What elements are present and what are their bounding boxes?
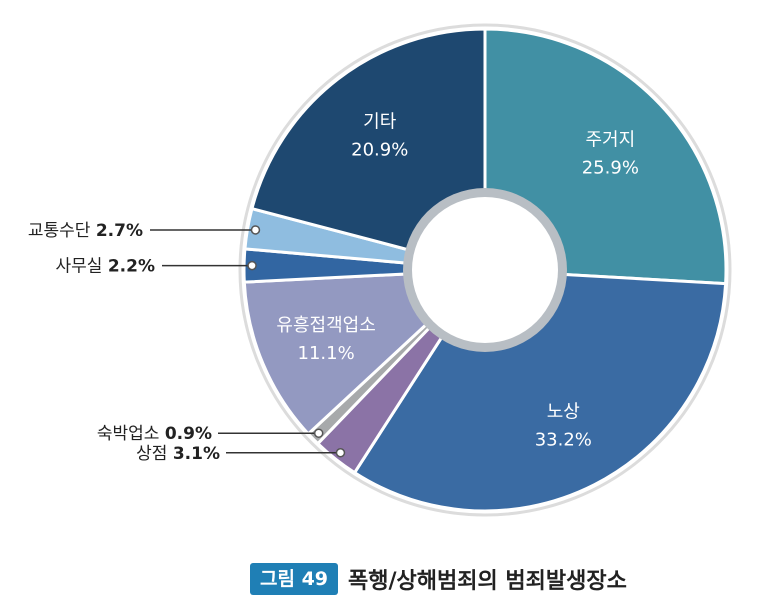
slice-category-1: 노상 (547, 402, 580, 423)
slice-category-5: 사무실 (56, 257, 108, 277)
leader-dot-6 (250, 225, 261, 235)
leader-dot-3 (313, 428, 324, 438)
figure-title: 폭행/상해범죄의 범죄발생장소 (348, 569, 627, 594)
slice-category-6: 교통수단 (28, 221, 96, 241)
leader-dot-5 (247, 260, 257, 271)
slice-category-0: 주거지 (585, 130, 635, 151)
slice-label-2: 상점 3.1% (136, 444, 220, 464)
slice-label-6: 교통수단 2.7% (28, 221, 143, 241)
slice-value-0: 25.9% (582, 158, 639, 179)
slice-label-3: 숙박업소 0.9% (97, 424, 212, 444)
slice-category-7: 기타 (363, 111, 397, 132)
figure-caption: 그림 49 폭행/상해범죄의 범죄발생장소 (250, 562, 627, 596)
slice-value-1: 33.2% (535, 430, 592, 451)
slice-value-4: 11.1% (298, 343, 355, 364)
slice-category-4: 유흥접객업소 (276, 315, 375, 336)
slice-category-3: 숙박업소 (97, 424, 165, 444)
figure-number-badge: 그림 49 (250, 563, 339, 595)
slice-category-2: 상점 (136, 444, 173, 464)
inner-hole (412, 197, 558, 343)
slice-value-3: 0.9% (165, 424, 212, 444)
slice-value-5: 2.2% (108, 257, 155, 277)
slice-label-5: 사무실 2.2% (56, 257, 155, 277)
slice-value-6: 2.7% (96, 221, 143, 241)
slice-value-7: 20.9% (351, 139, 408, 160)
slice-value-2: 3.1% (173, 444, 220, 464)
leader-dot-2 (335, 448, 346, 458)
